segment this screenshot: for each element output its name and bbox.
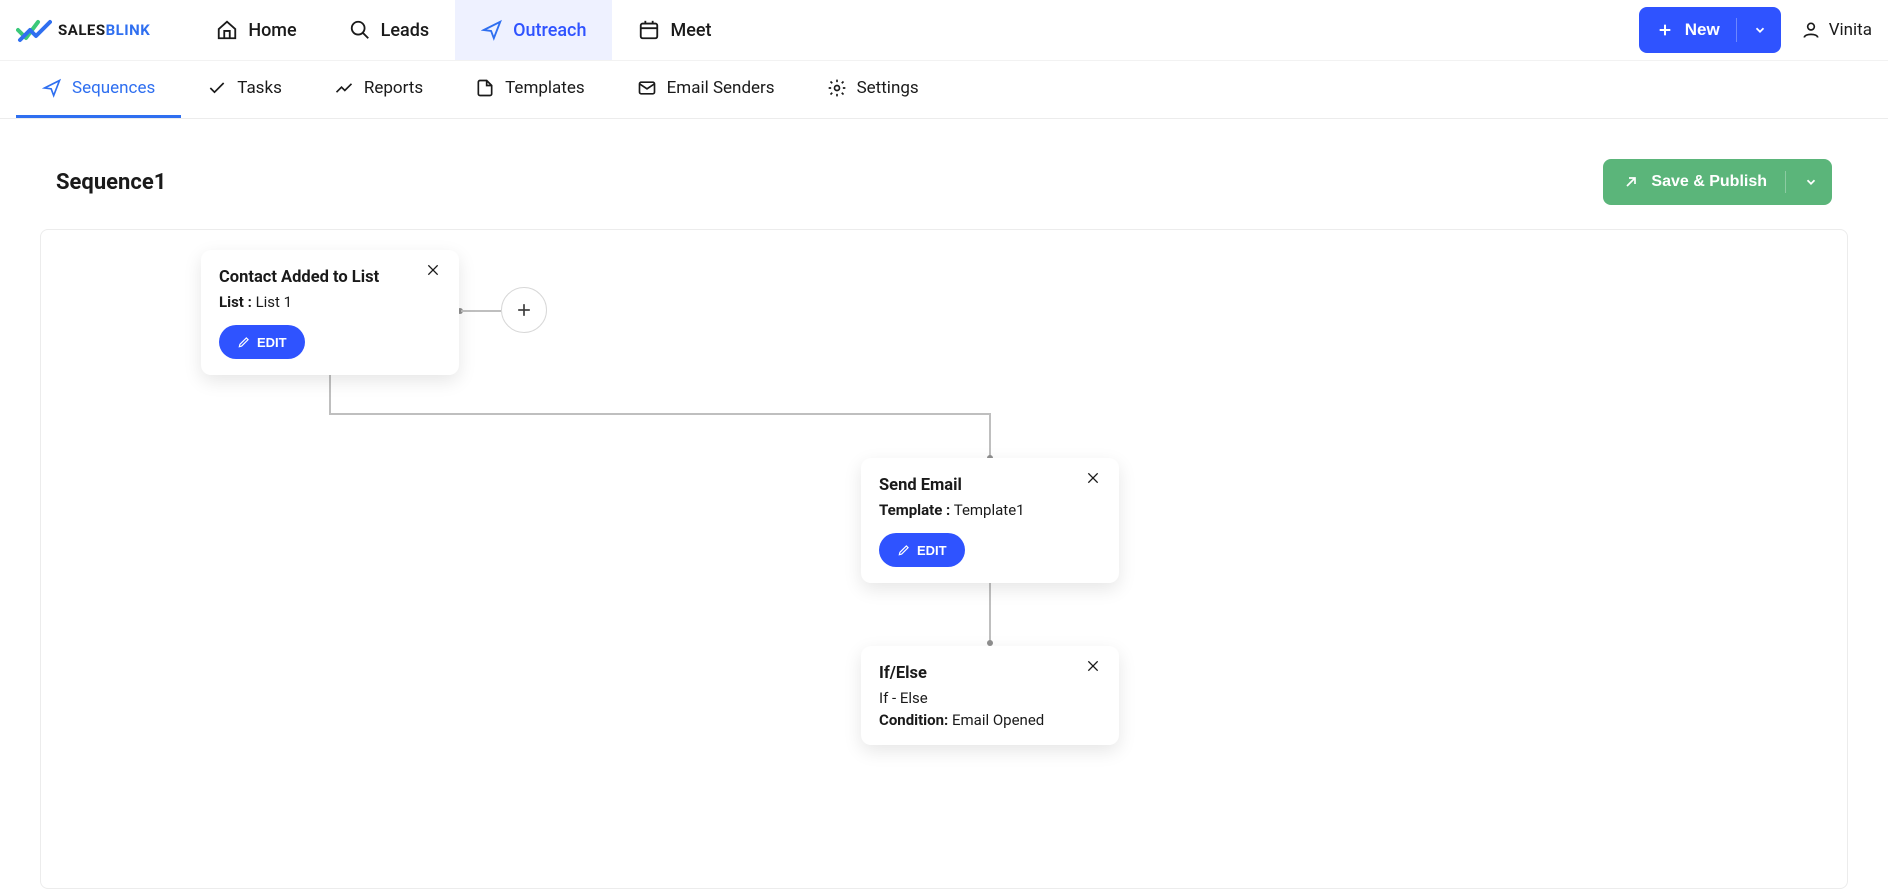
node-send-email[interactable]: Send Email Template : Template1 EDIT (861, 458, 1119, 583)
check-icon (207, 78, 227, 98)
node-condition: Condition: Email Opened (879, 711, 1101, 729)
chevron-down-icon (1753, 23, 1767, 37)
edit-label: EDIT (917, 543, 947, 558)
connector-line (329, 370, 331, 415)
subnav-label: Sequences (72, 78, 155, 98)
subnav-reports[interactable]: Reports (308, 61, 449, 118)
page-header: Sequence1 Save & Publish (0, 119, 1888, 229)
connector-line (329, 413, 991, 415)
subnav-email-senders[interactable]: Email Senders (611, 61, 801, 118)
nav-home[interactable]: Home (190, 0, 322, 60)
close-icon[interactable] (425, 262, 445, 282)
user-menu[interactable]: Vinita (1801, 20, 1872, 40)
node-title: Send Email (879, 476, 1101, 495)
new-button-label: New (1685, 20, 1720, 40)
search-icon (349, 19, 371, 41)
node-title: If/Else (879, 664, 1101, 683)
nav-leads-label: Leads (381, 20, 429, 41)
nav-outreach[interactable]: Outreach (455, 0, 612, 60)
node-contact-added[interactable]: Contact Added to List List : List 1 EDIT (201, 250, 459, 375)
new-button[interactable]: New (1639, 7, 1781, 53)
connector-line (989, 580, 991, 642)
top-navbar: SALESBLINK Home Leads Outreach Meet (0, 0, 1888, 61)
logo-mark-icon (16, 16, 52, 44)
node-line2: If - Else (879, 689, 1101, 707)
subnav-tasks[interactable]: Tasks (181, 61, 308, 118)
user-icon (1801, 20, 1821, 40)
button-divider (1736, 18, 1737, 42)
node-subtitle: Template : Template1 (879, 501, 1101, 519)
save-publish-label: Save & Publish (1651, 173, 1767, 191)
user-name: Vinita (1829, 20, 1872, 40)
node-if-else[interactable]: If/Else If - Else Condition: Email Opene… (861, 646, 1119, 745)
chevron-down-icon (1804, 175, 1818, 189)
pencil-icon (897, 543, 911, 557)
send-icon (42, 78, 62, 98)
nav-meet-label: Meet (670, 20, 711, 41)
edit-button[interactable]: EDIT (879, 533, 965, 567)
plus-icon (1657, 22, 1673, 38)
nav-outreach-label: Outreach (513, 20, 586, 41)
subnav-label: Templates (505, 78, 585, 98)
arrow-up-right-icon (1623, 174, 1639, 190)
nav-home-label: Home (248, 20, 296, 41)
logo-text: SALESBLINK (58, 21, 150, 39)
chart-icon (334, 78, 354, 98)
file-icon (475, 78, 495, 98)
topnav-items: Home Leads Outreach Meet (190, 0, 737, 60)
nav-meet[interactable]: Meet (612, 0, 737, 60)
connector-line (461, 310, 501, 312)
subnav-label: Settings (857, 78, 919, 98)
home-icon (216, 19, 238, 41)
subnav-label: Tasks (237, 78, 282, 98)
save-publish-button[interactable]: Save & Publish (1603, 159, 1832, 205)
gear-icon (827, 78, 847, 98)
nav-leads[interactable]: Leads (323, 0, 455, 60)
page-title: Sequence1 (56, 170, 166, 195)
subnav-label: Reports (364, 78, 423, 98)
subnav-label: Email Senders (667, 78, 775, 98)
edit-button[interactable]: EDIT (219, 325, 305, 359)
connector-line (989, 413, 991, 458)
send-icon (481, 19, 503, 41)
pencil-icon (237, 335, 251, 349)
add-branch-button[interactable] (501, 287, 547, 333)
subnav-settings[interactable]: Settings (801, 61, 945, 118)
close-icon[interactable] (1085, 658, 1105, 678)
subnav-templates[interactable]: Templates (449, 61, 611, 118)
brand-logo[interactable]: SALESBLINK (16, 16, 150, 44)
mail-icon (637, 78, 657, 98)
button-divider (1785, 171, 1786, 193)
edit-label: EDIT (257, 335, 287, 350)
sequence-canvas[interactable]: Contact Added to List List : List 1 EDIT… (40, 229, 1848, 889)
sub-navbar: Sequences Tasks Reports Templates Email … (0, 61, 1888, 119)
node-subtitle: List : List 1 (219, 293, 441, 311)
subnav-sequences[interactable]: Sequences (16, 61, 181, 118)
close-icon[interactable] (1085, 470, 1105, 490)
calendar-icon (638, 19, 660, 41)
node-title: Contact Added to List (219, 268, 441, 287)
